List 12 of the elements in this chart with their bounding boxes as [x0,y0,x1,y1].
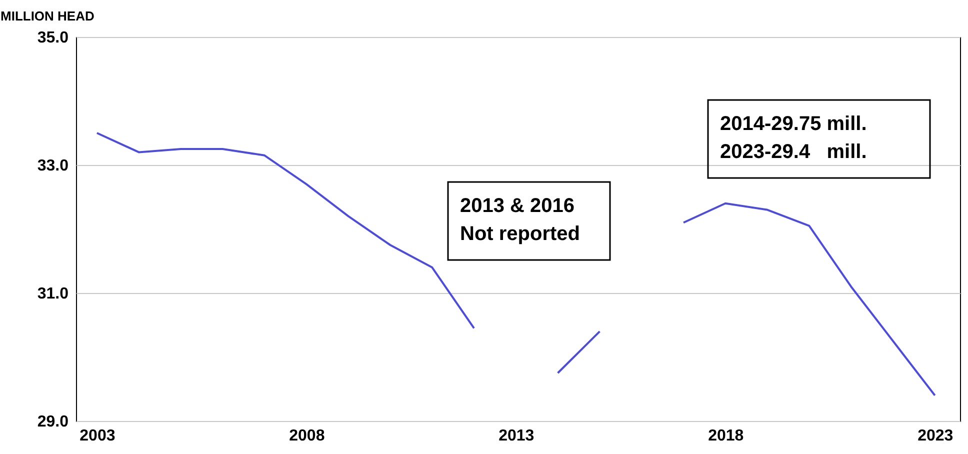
x-tick-label: 2023 [918,428,954,444]
x-tick-label: 2003 [80,428,116,444]
x-tick-label: 2013 [498,428,534,444]
y-tick-label: 31.0 [37,286,69,302]
annotation: 2013 & 2016 Not reported [460,195,580,245]
x-tick-label: 2008 [289,428,325,444]
y-tick-label: 29.0 [37,414,69,430]
y-tick-label: 33.0 [37,158,69,174]
y-axis-title: MILLION HEAD [0,8,94,24]
annotation: 2014-29.75 mill. 2023-29.4 mill. [720,113,867,163]
x-tick-label: 2018 [708,428,744,444]
y-tick-label: 35.0 [37,30,69,46]
